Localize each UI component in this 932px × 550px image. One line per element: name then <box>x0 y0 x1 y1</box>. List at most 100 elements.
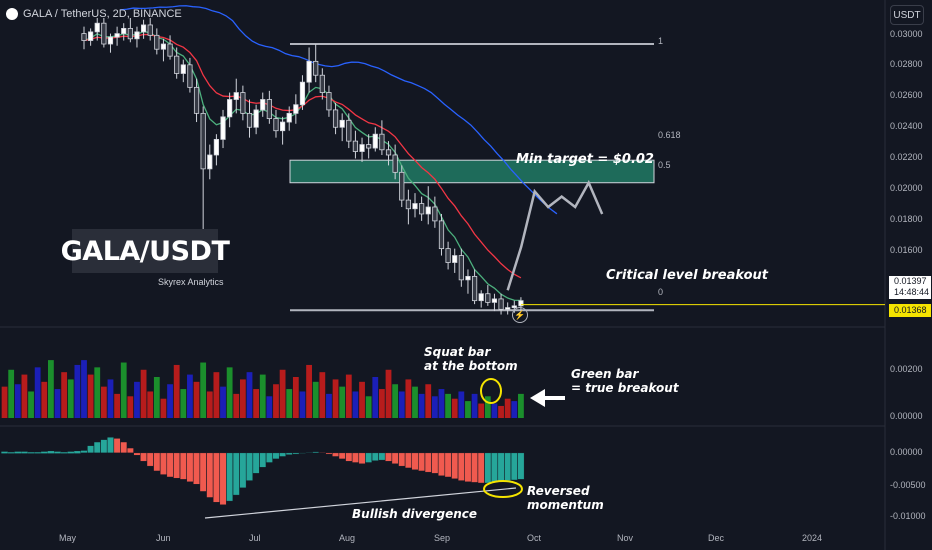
volume-bar <box>81 360 87 418</box>
momentum-bar <box>451 452 459 479</box>
currency-button[interactable]: USDT <box>890 5 924 25</box>
price-tick: 0.03000 <box>890 29 923 39</box>
volume-bar <box>484 396 491 418</box>
volume-bar <box>160 398 167 418</box>
momentum-bar <box>93 441 101 454</box>
last-price-tag: 0.01368 <box>889 304 931 317</box>
volume-bar <box>385 369 392 418</box>
momentum-bar <box>226 452 234 502</box>
momentum-tick: -0.00500 <box>890 480 926 490</box>
volume-bar <box>48 360 54 418</box>
momentum-bar <box>272 452 280 460</box>
momentum-bar <box>299 452 306 454</box>
momentum-bar <box>153 452 161 472</box>
momentum-bar <box>120 441 128 454</box>
volume-bar <box>127 396 134 418</box>
momentum-bar <box>279 452 286 457</box>
momentum-bar <box>358 452 366 464</box>
volume-tick: 0.00200 <box>890 364 923 374</box>
volume-bar <box>319 372 326 418</box>
momentum-bar <box>477 452 485 484</box>
momentum-tick: -0.01000 <box>890 511 926 521</box>
volume-bar <box>253 389 260 418</box>
volume-bar <box>471 393 478 418</box>
candle-down <box>332 109 339 128</box>
momentum-bar <box>312 451 320 454</box>
momentum-bar <box>126 447 134 454</box>
momentum-bar <box>166 452 174 478</box>
candle-down <box>471 275 478 302</box>
candle-down <box>147 24 153 36</box>
volume-bar <box>54 389 61 418</box>
candle-down <box>326 92 332 111</box>
volume-bar <box>74 364 81 418</box>
candle-down <box>366 144 372 149</box>
candle-up <box>233 92 239 100</box>
volume-bar <box>352 391 359 418</box>
momentum-bar <box>497 452 505 483</box>
volume-bar <box>273 384 279 418</box>
momentum-bar <box>371 452 379 461</box>
chart-header: GALA / TetherUS, 2D, BINANCE <box>6 8 182 20</box>
candle-down <box>399 171 405 201</box>
lightning-icon[interactable]: ⚡ <box>512 307 528 323</box>
candle-down <box>445 248 451 263</box>
candle-down <box>485 293 491 303</box>
time-label: Dec <box>708 533 725 543</box>
volume-bar <box>134 381 140 418</box>
volume-bar <box>458 391 465 418</box>
candle-up <box>299 81 306 106</box>
momentum-bar <box>212 452 220 503</box>
candle-up <box>220 116 226 140</box>
candle-up <box>107 36 114 45</box>
momentum-tick: 0.00000 <box>890 447 923 457</box>
price-tick: 0.02400 <box>890 121 923 131</box>
volume-bar <box>226 367 233 418</box>
volume-bar <box>312 381 319 418</box>
candle-up <box>293 104 299 114</box>
momentum-bar <box>444 452 452 478</box>
current-price-tag: 0.01397 14:48:44 <box>889 276 931 299</box>
momentum-bar <box>438 452 445 476</box>
candle-down <box>240 92 246 114</box>
candle-down <box>319 74 325 93</box>
squat-note-line1: Squat bar <box>424 345 491 359</box>
brand-label: Skyrex Analytics <box>158 277 224 287</box>
momentum-bar <box>259 452 267 468</box>
candle-down <box>352 140 359 152</box>
volume-bar <box>239 379 246 418</box>
volume-bar <box>425 384 432 418</box>
volume-bar <box>478 403 485 418</box>
volume-bar <box>431 396 438 418</box>
min-target-note: Min target = $0.02 <box>516 152 654 167</box>
momentum-bar <box>464 452 472 483</box>
symbol-title: GALA / TetherUS, 2D, BINANCE <box>23 8 182 20</box>
volume-bar <box>28 391 34 418</box>
volume-bar <box>94 367 101 418</box>
candle-up <box>227 99 233 118</box>
candle-up <box>306 60 312 83</box>
candle-up <box>505 307 511 310</box>
time-label: Jul <box>249 533 261 543</box>
candle-up <box>412 203 418 210</box>
candle-down <box>405 199 411 210</box>
momentum-bar <box>34 452 41 454</box>
momentum-bar <box>517 452 525 480</box>
candle-up <box>253 109 259 128</box>
candle-up <box>121 28 127 35</box>
momentum-bar <box>246 452 253 481</box>
target-zone <box>289 159 655 184</box>
volume-bar <box>326 393 332 418</box>
candle-up <box>94 22 100 33</box>
volume-bar <box>412 386 418 418</box>
volume-bar <box>465 401 471 418</box>
momentum-bar <box>232 452 240 496</box>
candle-down <box>200 112 206 170</box>
volume-bar <box>379 389 385 418</box>
candle-down <box>266 99 272 119</box>
volume-bar <box>206 391 213 418</box>
momentum-bar <box>67 451 74 454</box>
candle-down <box>154 34 160 50</box>
momentum-bar <box>338 452 346 460</box>
